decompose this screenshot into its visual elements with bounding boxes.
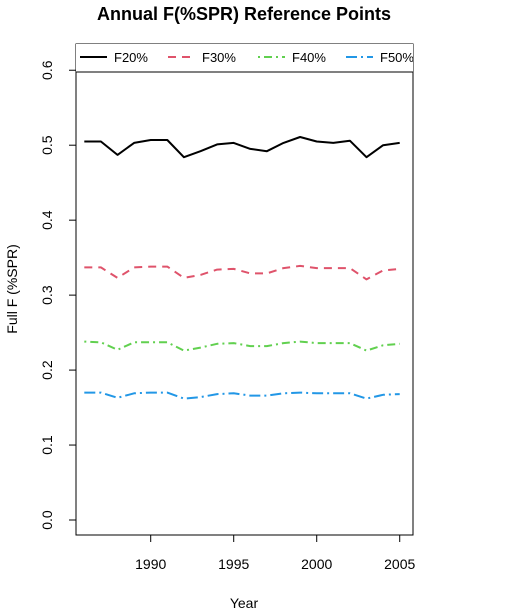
- legend: F20% F30% F40% F50%: [76, 44, 414, 73]
- legend-label-f30pct: F30%: [202, 50, 236, 65]
- y-tick-label: 0.0: [39, 510, 55, 530]
- x-tick-label: 1990: [135, 556, 166, 572]
- y-tick-label: 0.6: [39, 60, 55, 80]
- series-layer: [84, 136, 400, 400]
- legend-label-f20pct: F20%: [114, 50, 148, 65]
- y-tick-label: 0.1: [39, 435, 55, 455]
- chart-title: Annual F(%SPR) Reference Points: [97, 4, 391, 24]
- x-tick-label: 2005: [384, 556, 415, 572]
- x-tick-label: 2000: [301, 556, 332, 572]
- y-tick-label: 0.5: [39, 135, 55, 155]
- y-tick-label: 0.3: [39, 285, 55, 305]
- y-tick-label: 0.4: [39, 210, 55, 230]
- x-axis-label: Year: [230, 595, 259, 611]
- legend-label-f40pct: F40%: [292, 50, 326, 65]
- x-tick-label: 1995: [218, 556, 249, 572]
- legend-label-f50pct: F50%: [380, 50, 414, 65]
- y-tick-label: 0.2: [39, 360, 55, 380]
- y-axis: 0.0 0.1 0.2 0.3 0.4 0.5 0.6: [39, 60, 77, 530]
- series-line-f50pct: [84, 391, 400, 400]
- series-line-f30pct: [84, 264, 400, 281]
- x-axis: 1990 1995 2000 2005: [135, 534, 415, 572]
- series-line-f20pct: [84, 136, 400, 159]
- y-axis-label: Full F (%SPR): [4, 244, 20, 333]
- plot-area: [75, 43, 414, 536]
- series-line-f40pct: [84, 340, 400, 352]
